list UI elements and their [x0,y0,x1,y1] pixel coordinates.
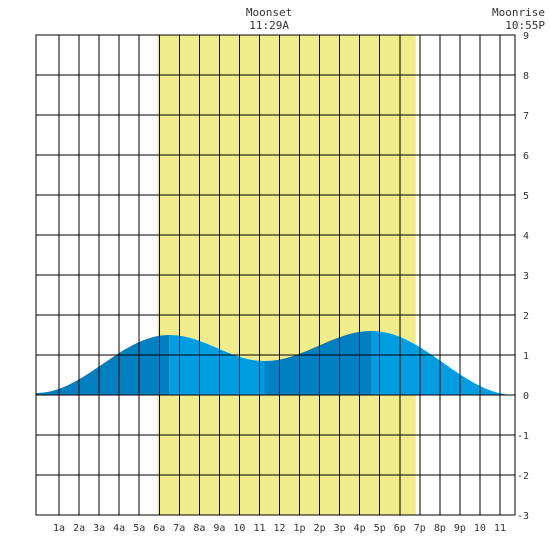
y-tick-label: 2 [523,311,529,322]
y-tick-label: 9 [523,31,529,42]
x-tick-label: 6p [394,523,406,534]
moon-event-time: 11:29A [249,19,289,32]
x-tick-label: 8p [434,523,446,534]
x-tick-label: 2p [314,523,326,534]
tide-falling-area [169,335,265,395]
x-tick-label: 11 [494,523,506,534]
y-tick-label: -3 [517,511,529,522]
x-tick-label: 1p [294,523,306,534]
y-tick-label: -1 [517,431,529,442]
tide-falling-area [371,331,515,395]
y-tick-label: -2 [517,471,529,482]
y-tick-label: 8 [523,71,529,82]
x-tick-label: 5a [133,523,145,534]
x-tick-label: 4a [113,523,125,534]
moon-event-name: Moonset [246,6,292,19]
x-tick-label: 4p [354,523,366,534]
x-tick-label: 9p [454,523,466,534]
x-tick-label: 5p [374,523,386,534]
x-tick-label: 3p [334,523,346,534]
y-tick-label: 0 [523,391,529,402]
x-tick-label: 7a [173,523,185,534]
x-tick-label: 6a [153,523,165,534]
plot-border [35,34,516,516]
x-tick-label: 7p [414,523,426,534]
x-tick-label: 12 [273,523,285,534]
moon-event-time: 10:55P [505,19,545,32]
tide-rising-area [36,335,170,395]
x-tick-label: 9a [213,523,225,534]
x-tick-label: 8a [193,523,205,534]
y-tick-label: 6 [523,151,529,162]
y-tick-label: 4 [523,231,529,242]
x-tick-label: 10 [474,523,486,534]
x-tick-label: 1a [53,523,65,534]
tide-rising-area [264,331,372,395]
y-tick-label: 7 [523,111,529,122]
y-tick-label: 1 [523,351,529,362]
x-tick-label: 10 [233,523,245,534]
y-tick-label: 3 [523,271,529,282]
moon-event-name: Moonrise [492,6,545,19]
x-tick-label: 11 [253,523,265,534]
y-tick-label: 5 [523,191,529,202]
x-tick-label: 3a [93,523,105,534]
x-tick-label: 2a [73,523,85,534]
